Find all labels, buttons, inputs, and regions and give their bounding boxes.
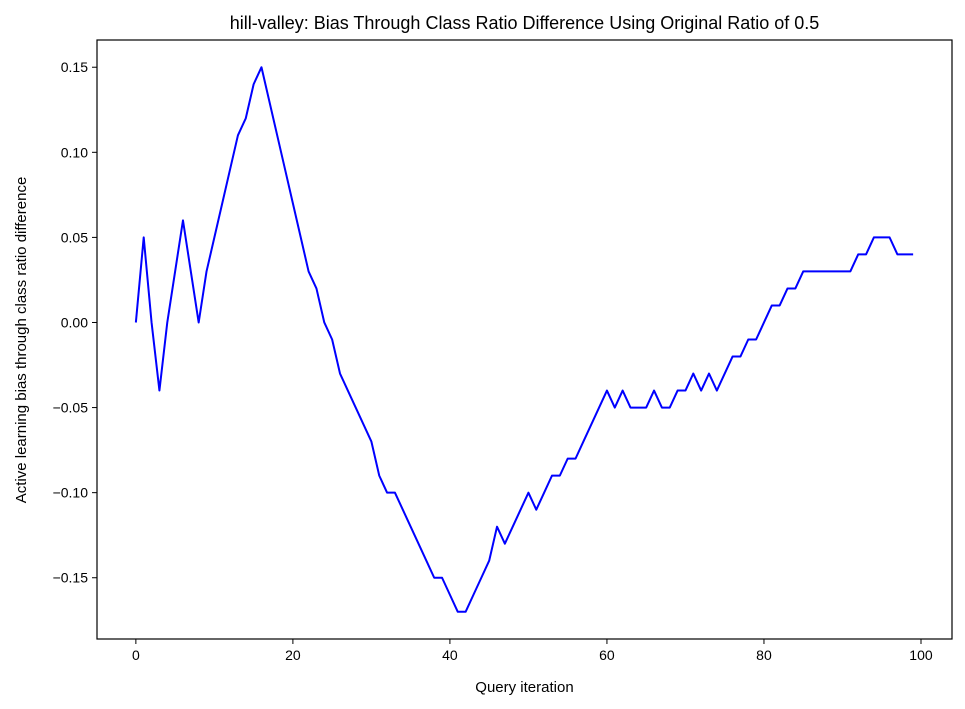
x-tick-label: 20 — [285, 647, 301, 663]
y-tick-label: 0.15 — [61, 59, 88, 75]
y-tick-label: −0.15 — [53, 570, 89, 586]
y-axis: −0.15 −0.10 −0.05 0.00 0.05 0.10 0.15 — [53, 59, 97, 586]
x-tick-label: 0 — [132, 647, 140, 663]
y-tick-label: 0.00 — [61, 314, 88, 330]
x-tick-label: 60 — [599, 647, 615, 663]
y-tick-label: −0.05 — [53, 400, 89, 416]
series-line — [134, 66, 914, 613]
y-tick-label: 0.05 — [61, 229, 88, 245]
y-tick-label: −0.10 — [53, 485, 89, 501]
x-tick-label: 40 — [442, 647, 458, 663]
x-tick-label: 100 — [909, 647, 933, 663]
x-axis: 0 20 40 60 80 100 — [132, 639, 933, 663]
x-tick-label: 80 — [756, 647, 772, 663]
x-axis-label: Query iteration — [475, 679, 573, 696]
y-tick-label: 0.10 — [61, 144, 88, 160]
plot-frame — [96, 39, 953, 640]
y-axis-label: Active learning bias through class ratio… — [13, 177, 30, 504]
chart-title: hill-valley: Bias Through Class Ratio Di… — [230, 13, 820, 33]
